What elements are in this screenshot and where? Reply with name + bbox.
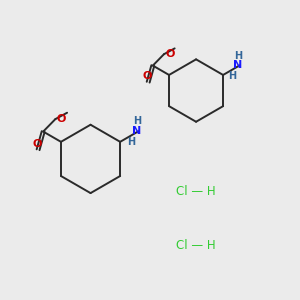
Text: O: O [57,113,66,124]
Text: H: H [133,116,141,127]
Text: Cl — H: Cl — H [176,185,216,198]
Text: H: H [228,70,236,81]
Text: H: H [234,50,242,61]
Text: Cl — H: Cl — H [176,238,216,252]
Text: N: N [132,126,141,136]
Text: N: N [233,60,243,70]
Text: O: O [142,71,152,81]
Text: O: O [32,139,42,148]
Text: H: H [127,136,135,147]
Text: O: O [165,49,175,58]
